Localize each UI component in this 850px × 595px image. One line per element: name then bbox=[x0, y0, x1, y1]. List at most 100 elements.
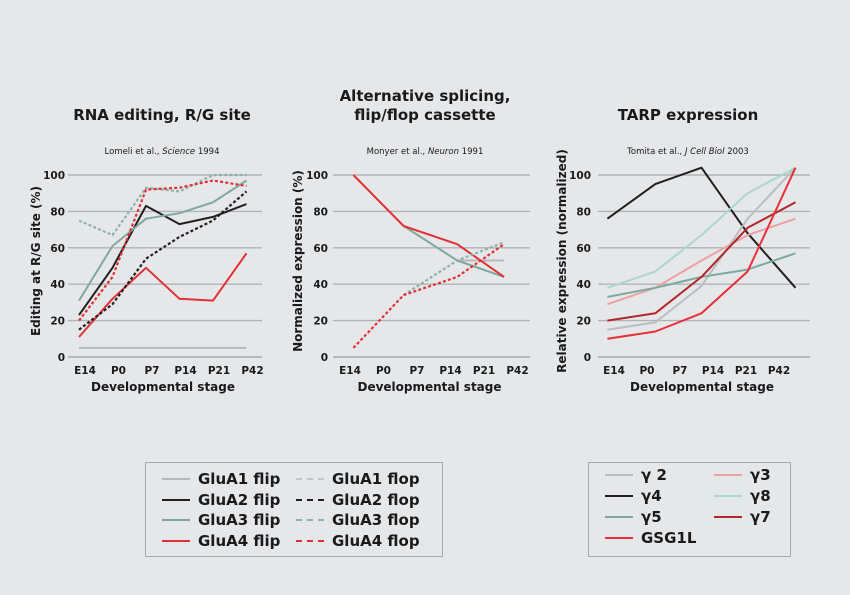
legend-item: γ 2 bbox=[605, 465, 667, 485]
x-tick-label: P21 bbox=[473, 365, 495, 377]
legend-item: γ8 bbox=[714, 486, 771, 506]
series-line-γ-2 bbox=[607, 167, 797, 331]
x-tick-label: P0 bbox=[376, 365, 391, 377]
x-tick-label: P0 bbox=[111, 365, 126, 377]
legend-swatch bbox=[296, 519, 324, 521]
y-tick-label: 20 bbox=[313, 316, 328, 328]
x-axis-title: Developmental stage bbox=[91, 380, 235, 394]
legend-item: γ5 bbox=[605, 507, 662, 527]
series-line-glua4-flip bbox=[352, 174, 505, 278]
x-tick-label: P14 bbox=[174, 365, 196, 377]
legend-swatch bbox=[605, 537, 633, 539]
citation-journal: J Cell Biol bbox=[683, 147, 725, 157]
citation-year: 1991 bbox=[459, 147, 483, 157]
x-tick-label: P42 bbox=[506, 365, 528, 377]
y-tick-label: 80 bbox=[313, 206, 328, 218]
series-line-γ3 bbox=[607, 217, 796, 306]
legend-item: GluA1 flip bbox=[162, 469, 280, 489]
legend-label: GluA2 flip bbox=[198, 490, 281, 509]
y-axis-title: Editing at R/G site (%) bbox=[29, 186, 43, 336]
series-line-glua4-flop bbox=[78, 179, 247, 322]
x-tick-label: P7 bbox=[672, 365, 687, 377]
legend-swatch bbox=[714, 495, 742, 497]
legend-swatch bbox=[605, 495, 633, 497]
legend-swatch bbox=[605, 516, 633, 518]
legend-label: GluA4 flip bbox=[198, 531, 281, 550]
x-tick-label: P7 bbox=[409, 365, 424, 377]
chart-3: TARP expression Tomita et al., J Cell Bio… bbox=[555, 106, 810, 394]
legend-item: GluA4 flop bbox=[296, 531, 420, 551]
chart-1: RNA editing, R/G site Lomeli et al., Scie… bbox=[29, 106, 264, 394]
series-line-γ8 bbox=[607, 166, 796, 289]
citation-authors: Tomita et al., bbox=[626, 147, 685, 157]
x-tick-label: E14 bbox=[603, 365, 625, 377]
x-tick-label: P14 bbox=[702, 365, 724, 377]
chart-2: Alternative splicing,flip/flop cassette M… bbox=[291, 87, 530, 394]
legend-label: γ8 bbox=[750, 487, 771, 505]
legend-label: γ4 bbox=[641, 487, 662, 505]
legend-item: GSG1L bbox=[605, 528, 696, 548]
series-line-glua3-flip bbox=[78, 179, 248, 302]
citation-authors: Lomeli et al., bbox=[105, 147, 163, 157]
legend-swatch bbox=[605, 474, 633, 476]
y-tick-label: 40 bbox=[576, 279, 591, 291]
legend-swatch bbox=[714, 516, 742, 518]
y-tick-label: 100 bbox=[43, 170, 65, 182]
legend-label: γ7 bbox=[750, 508, 771, 526]
x-tick-label: P0 bbox=[639, 365, 654, 377]
legend-label: GluA1 flop bbox=[332, 470, 420, 488]
series-line-glua4-flop bbox=[352, 243, 505, 349]
legend-item: GluA2 flip bbox=[162, 490, 280, 510]
y-tick-label: 100 bbox=[306, 170, 328, 182]
y-tick-label: 100 bbox=[569, 170, 591, 182]
legend-swatch bbox=[162, 539, 190, 542]
citation-journal: Neuron bbox=[428, 147, 459, 157]
legend-item: GluA3 flip bbox=[162, 510, 280, 530]
chart-citation: Lomeli et al., Science 1994 bbox=[105, 147, 220, 157]
citation-year: 2003 bbox=[725, 147, 749, 157]
y-tick-label: 40 bbox=[313, 279, 328, 291]
x-tick-label: P21 bbox=[735, 365, 757, 377]
legend-label: GluA4 flop bbox=[332, 531, 420, 550]
x-axis-title: Developmental stage bbox=[630, 380, 774, 394]
legend-label: GluA3 flop bbox=[332, 511, 420, 529]
x-tick-label: E14 bbox=[74, 365, 96, 377]
series-line-glua3-flop bbox=[78, 173, 247, 237]
y-tick-label: 60 bbox=[313, 243, 328, 255]
legend-swatch bbox=[162, 498, 190, 501]
y-tick-label: 40 bbox=[50, 279, 65, 291]
series-line-glua2-flop bbox=[78, 190, 248, 331]
series-line-glua3-flip bbox=[403, 225, 505, 278]
series-line-γ4 bbox=[606, 166, 797, 289]
citation-journal: Science bbox=[162, 147, 195, 157]
y-tick-label: 0 bbox=[321, 352, 328, 364]
x-tick-label: E14 bbox=[339, 365, 361, 377]
citation-authors: Monyer et al., bbox=[367, 147, 428, 157]
series-line-gsg1l bbox=[607, 167, 797, 340]
legend-item: GluA3 flop bbox=[296, 510, 420, 530]
y-axis-title: Normalized expression (%) bbox=[291, 170, 305, 352]
y-tick-label: 20 bbox=[50, 316, 65, 328]
x-tick-label: P42 bbox=[241, 365, 263, 377]
legend-swatch bbox=[296, 478, 324, 480]
legend-label: GluA2 flop bbox=[332, 490, 420, 509]
chart-title: Alternative splicing, bbox=[340, 87, 511, 105]
legend-tarp: γ 2 γ4 γ5 GSG1L γ3 γ8 γ7 bbox=[588, 462, 791, 557]
x-tick-label: P7 bbox=[144, 365, 159, 377]
legend-label: GluA1 flip bbox=[198, 470, 281, 488]
chart-citation: Monyer et al., Neuron 1991 bbox=[367, 147, 484, 157]
series-line-glua4-flip bbox=[78, 252, 248, 338]
chart-title-line2: flip/flop cassette bbox=[354, 106, 495, 124]
legend-label: GluA3 flip bbox=[198, 511, 281, 529]
legend-swatch bbox=[296, 539, 324, 542]
legend-label: γ 2 bbox=[641, 466, 667, 484]
legend-item: γ3 bbox=[714, 465, 771, 485]
y-tick-label: 20 bbox=[576, 316, 591, 328]
x-axis-title: Developmental stage bbox=[357, 380, 501, 394]
legend-item: γ7 bbox=[714, 507, 771, 527]
legend-item: γ4 bbox=[605, 486, 662, 506]
x-tick-label: P42 bbox=[768, 365, 790, 377]
legend-item: GluA1 flop bbox=[296, 469, 420, 489]
series-line-γ7 bbox=[607, 201, 796, 322]
